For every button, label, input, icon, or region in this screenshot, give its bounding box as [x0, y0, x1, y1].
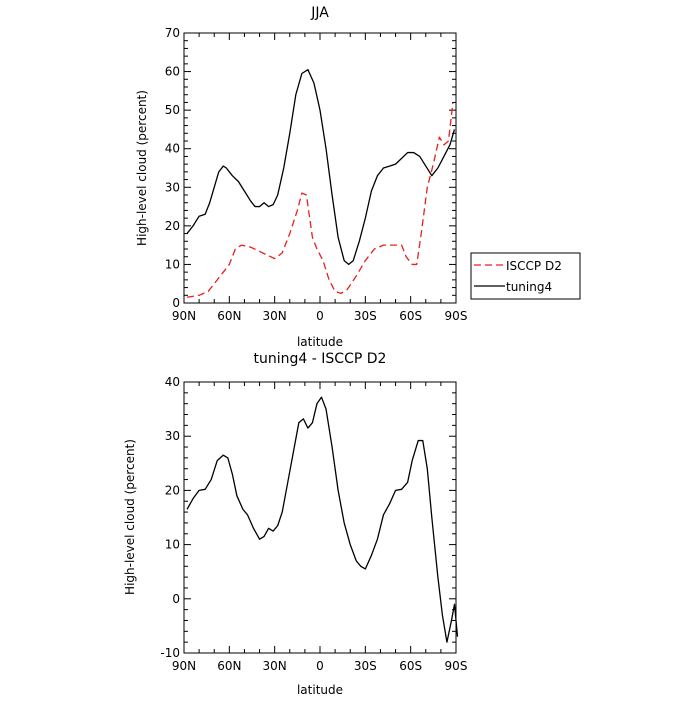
- legend-label-isccp: ISCCP D2: [506, 259, 562, 273]
- bottom-x-tick-label: 0: [316, 659, 324, 673]
- bottom-x-tick-label: 60S: [399, 659, 422, 673]
- bottom-y-tick-label: 0: [172, 592, 180, 606]
- top-y-axis-label: High-level cloud (percent): [135, 90, 149, 246]
- top-x-tick-label: 30N: [263, 309, 287, 323]
- top-x-tick-label: 60S: [399, 309, 422, 323]
- bottom-y-tick-label: 20: [165, 483, 180, 497]
- bottom-x-axis: 90N 60N 30N 0 30S 60S 90S: [172, 382, 468, 673]
- top-y-tick-label: 70: [165, 26, 180, 40]
- legend-label-tuning4: tuning4: [506, 280, 552, 294]
- bottom-series-lines: [186, 396, 459, 643]
- top-y-tick-label: 20: [165, 219, 180, 233]
- top-y-tick-label: 50: [165, 103, 180, 117]
- top-y-tick-label: 0: [172, 296, 180, 310]
- bottom-series-line-0: [186, 396, 459, 643]
- top-x-tick-label: 90S: [445, 309, 468, 323]
- bottom-plot-frame: [183, 381, 457, 654]
- bottom-x-tick-label: 90N: [172, 659, 196, 673]
- top-x-tick-label: 60N: [217, 309, 241, 323]
- bottom-x-tick-label: 30N: [263, 659, 287, 673]
- bottom-x-tick-label: 30S: [354, 659, 377, 673]
- top-x-axis-label: latitude: [297, 335, 343, 349]
- top-y-tick-label: 60: [165, 65, 180, 79]
- legend: ISCCP D2 tuning4: [470, 252, 581, 300]
- top-plot-frame: [183, 32, 457, 304]
- top-x-axis: 90N 60N 30N 0 30S 60S 90S: [172, 33, 468, 323]
- top-chart-title: JJA: [310, 5, 329, 21]
- top-x-tick-label: 90N: [172, 309, 196, 323]
- bottom-y-tick-label: 40: [165, 375, 180, 389]
- top-series-lines: [186, 68, 456, 298]
- bottom-x-axis-label: latitude: [297, 683, 343, 697]
- bottom-y-axis: -10 0 10 20 30 40: [160, 375, 456, 660]
- top-x-tick-label: 0: [316, 309, 324, 323]
- bottom-chart-panel: tuning4 - ISCCP D2 -10 0 10 20 30 40 90N 60N 30…: [123, 351, 467, 697]
- top-series-line-isccp-d2: [186, 102, 454, 298]
- bottom-y-tick-label: 10: [165, 538, 180, 552]
- top-y-tick-label: 40: [165, 142, 180, 156]
- bottom-y-tick-label: 30: [165, 429, 180, 443]
- top-y-tick-label: 30: [165, 180, 180, 194]
- legend-box: [470, 252, 581, 300]
- top-x-tick-label: 30S: [354, 309, 377, 323]
- bottom-x-tick-label: 60N: [217, 659, 241, 673]
- top-y-axis: 0 10 20 30 40 50 60 70: [165, 26, 456, 310]
- bottom-chart-title: tuning4 - ISCCP D2: [254, 351, 387, 367]
- top-y-tick-label: 10: [165, 257, 180, 271]
- bottom-x-tick-label: 90S: [445, 659, 468, 673]
- bottom-y-axis-label: High-level cloud (percent): [123, 439, 137, 595]
- top-series-line-tuning4: [186, 68, 456, 266]
- bottom-y-tick-label: -10: [160, 646, 180, 660]
